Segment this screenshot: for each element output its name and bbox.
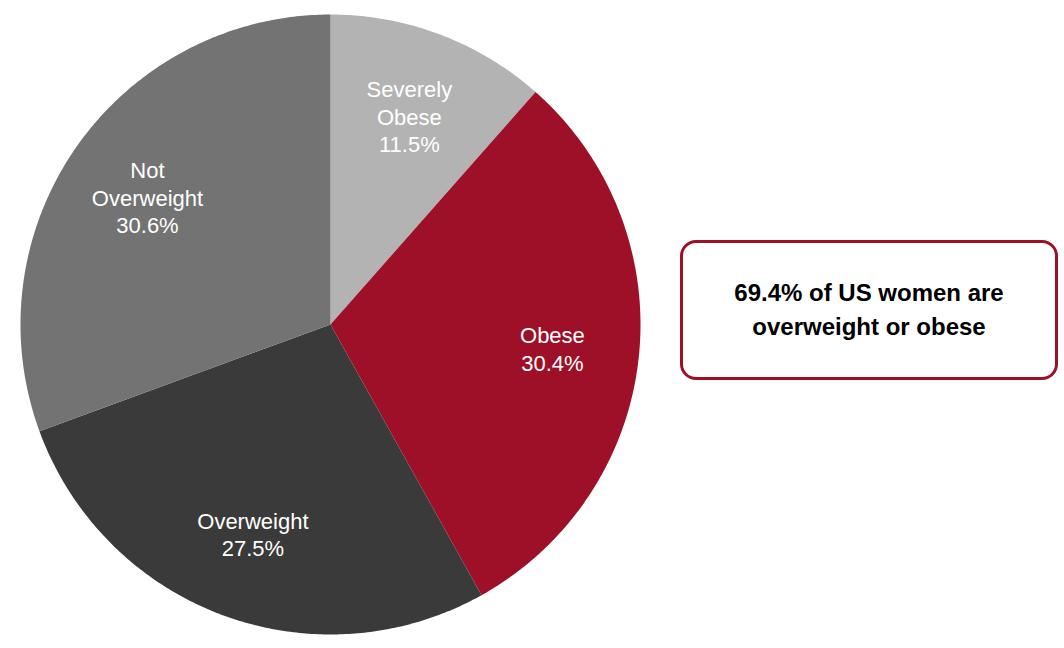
html-text:69.4% of US women are overweig: 69.4% of US women are overweight or obes… [734,279,1004,340]
svg-text:Obese30.4%: Obese30.4% [520,323,585,376]
svg-text:Overweight27.5%: Overweight27.5% [197,509,308,562]
svg-text:NotOverweight30.6%: NotOverweight30.6% [92,158,203,238]
svg-text:SeverelyObese11.5%: SeverelyObese11.5% [367,77,453,157]
